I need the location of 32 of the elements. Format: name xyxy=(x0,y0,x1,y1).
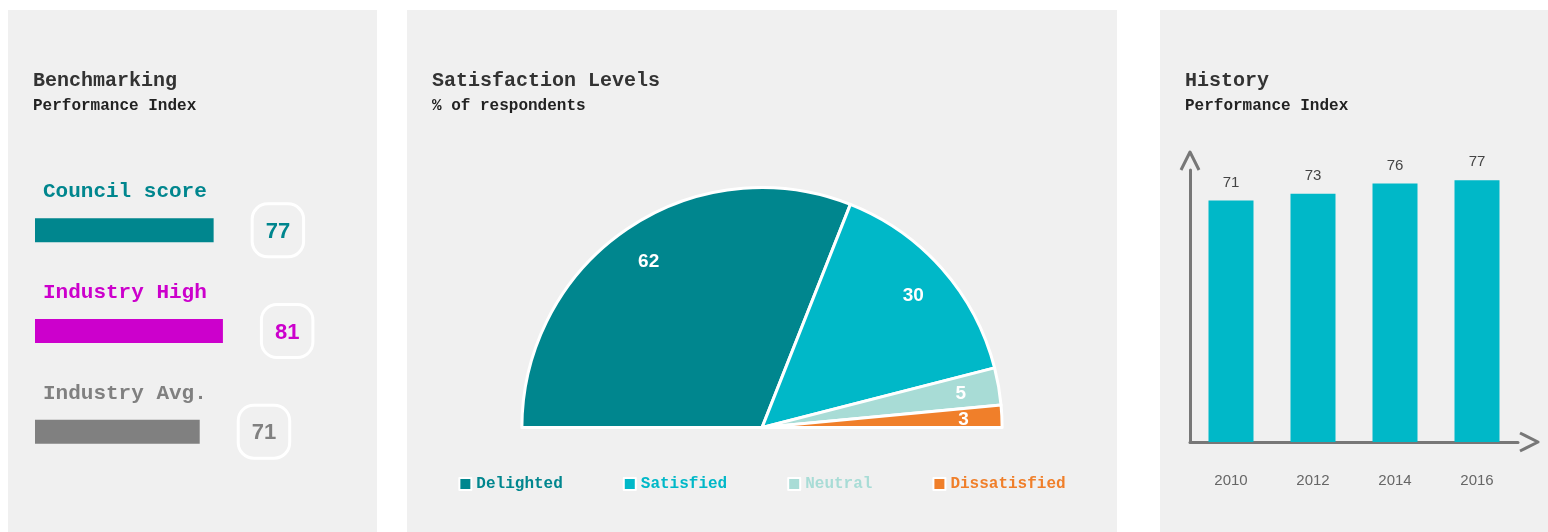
data-label: 71 xyxy=(251,419,277,445)
chart-title: Benchmarking xyxy=(33,68,178,92)
chart-subtitle: Performance Index xyxy=(33,97,197,115)
data-label: 30 xyxy=(902,283,924,305)
data-label: 73 xyxy=(1304,165,1322,183)
legend-label: Neutral xyxy=(805,475,873,493)
x-tick-label: 2010 xyxy=(1214,471,1248,488)
legend-label: Dissatisfied xyxy=(950,475,1066,493)
data-label: 5 xyxy=(955,382,967,404)
chart-title: History xyxy=(1185,68,1270,92)
data-label: 77 xyxy=(265,217,291,243)
x-tick-label: 2014 xyxy=(1378,471,1412,488)
bar xyxy=(1290,193,1336,442)
x-tick-label: 2016 xyxy=(1460,471,1494,488)
bar xyxy=(1454,180,1500,442)
y-tick-label: Industry High xyxy=(43,281,207,304)
y-tick-label: Council score xyxy=(43,180,207,204)
data-label: 3 xyxy=(958,407,969,429)
data-label: 71 xyxy=(1222,172,1240,190)
data-label: 62 xyxy=(638,250,660,272)
data-label: 76 xyxy=(1386,155,1404,173)
data-label: 77 xyxy=(1468,152,1486,170)
chart-subtitle: % of respondents xyxy=(432,97,586,115)
chart-subtitle: Performance Index xyxy=(1185,97,1349,115)
legend-label: Satisfied xyxy=(640,475,728,493)
chart-title: Satisfaction Levels xyxy=(432,68,661,92)
x-tick-label: 2012 xyxy=(1296,471,1330,488)
legend-label: Delighted xyxy=(476,475,563,493)
bar xyxy=(1372,183,1418,442)
y-tick-label: Industry Avg. xyxy=(43,381,207,405)
data-label: 81 xyxy=(274,318,300,344)
bar xyxy=(1208,200,1254,442)
